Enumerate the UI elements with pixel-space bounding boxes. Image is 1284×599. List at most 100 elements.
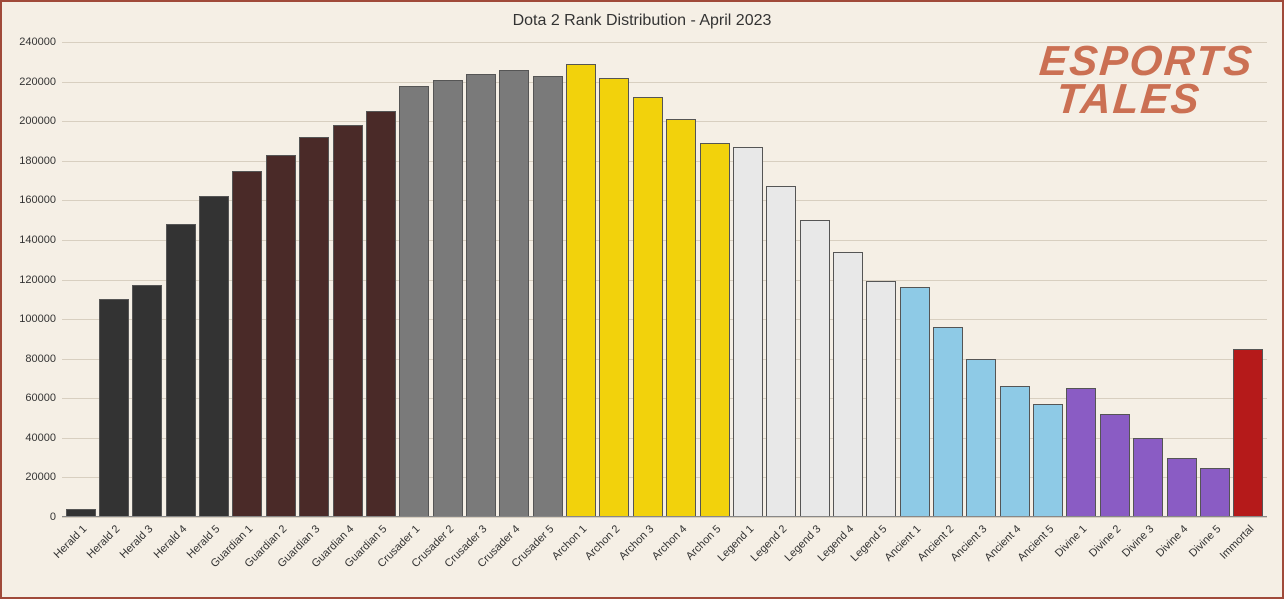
y-axis-label: 220000 xyxy=(19,76,56,88)
bar xyxy=(599,78,629,517)
bar xyxy=(1033,404,1063,517)
bar-slot: Herald 1 xyxy=(64,42,97,517)
bar xyxy=(866,281,896,517)
bar-slot: Ancient 5 xyxy=(1031,42,1064,517)
bar-slot: Crusader 5 xyxy=(531,42,564,517)
y-axis-label: 20000 xyxy=(25,471,56,483)
x-axis-label: Archon 3 xyxy=(617,523,657,563)
bar-slot: Immortal xyxy=(1232,42,1265,517)
x-axis-label: Archon 2 xyxy=(583,523,623,563)
bar xyxy=(499,70,529,517)
bar-slot: Divine 3 xyxy=(1132,42,1165,517)
bar xyxy=(266,155,296,517)
x-axis-label: Archon 1 xyxy=(550,523,590,563)
bar-slot: Ancient 4 xyxy=(998,42,1031,517)
bar xyxy=(766,186,796,517)
x-axis-label: Divine 3 xyxy=(1120,523,1157,560)
bar xyxy=(299,137,329,517)
bar xyxy=(966,359,996,517)
bar xyxy=(666,119,696,517)
bar-slot: Herald 2 xyxy=(97,42,130,517)
bar xyxy=(1167,458,1197,517)
y-axis-label: 160000 xyxy=(19,194,56,206)
bar xyxy=(1000,386,1030,517)
bar-slot: Archon 3 xyxy=(631,42,664,517)
bar xyxy=(99,299,129,517)
bar-slot: Herald 5 xyxy=(197,42,230,517)
y-axis-label: 140000 xyxy=(19,234,56,246)
bar-slot: Guardian 1 xyxy=(231,42,264,517)
x-axis-label: Herald 3 xyxy=(118,523,156,561)
bar xyxy=(1133,438,1163,517)
y-axis-label: 80000 xyxy=(25,353,56,365)
bar-slot: Archon 4 xyxy=(664,42,697,517)
bar-slot: Divine 4 xyxy=(1165,42,1198,517)
bar xyxy=(1066,388,1096,517)
bar-slot: Legend 5 xyxy=(865,42,898,517)
chart-container: Dota 2 Rank Distribution - April 2023 ES… xyxy=(0,0,1284,599)
x-axis-label: Herald 2 xyxy=(85,523,123,561)
bar-slot: Ancient 2 xyxy=(931,42,964,517)
bar-slot: Guardian 5 xyxy=(364,42,397,517)
bar-slot: Archon 2 xyxy=(598,42,631,517)
bar-slot: Guardian 2 xyxy=(264,42,297,517)
bar xyxy=(533,76,563,517)
bar xyxy=(466,74,496,517)
bar-slot: Crusader 3 xyxy=(464,42,497,517)
y-axis-label: 40000 xyxy=(25,432,56,444)
bar xyxy=(333,125,363,517)
y-axis-label: 240000 xyxy=(19,36,56,48)
x-axis-label: Archon 4 xyxy=(650,523,690,563)
bar-slot: Ancient 3 xyxy=(965,42,998,517)
gridline xyxy=(62,517,1267,518)
bar xyxy=(1233,349,1263,517)
bar xyxy=(132,285,162,517)
x-axis-label: Divine 4 xyxy=(1153,523,1190,560)
bar-slot: Divine 1 xyxy=(1065,42,1098,517)
bar xyxy=(1100,414,1130,517)
bar-slot: Crusader 1 xyxy=(398,42,431,517)
bar xyxy=(199,196,229,517)
bar xyxy=(933,327,963,517)
bar-slot: Legend 2 xyxy=(765,42,798,517)
x-axis-label: Immortal xyxy=(1218,523,1257,562)
bar xyxy=(900,287,930,517)
x-axis-label: Divine 2 xyxy=(1087,523,1124,560)
bar xyxy=(433,80,463,517)
bar-slot: Herald 3 xyxy=(131,42,164,517)
bar-slot: Crusader 4 xyxy=(498,42,531,517)
x-axis-baseline xyxy=(62,516,1267,517)
y-axis-label: 120000 xyxy=(19,274,56,286)
y-axis-label: 0 xyxy=(50,511,56,523)
bar-slot: Divine 2 xyxy=(1098,42,1131,517)
bar-slot: Crusader 2 xyxy=(431,42,464,517)
bar-slot: Archon 5 xyxy=(698,42,731,517)
bar xyxy=(399,86,429,517)
bar-slot: Herald 4 xyxy=(164,42,197,517)
x-axis-label: Divine 1 xyxy=(1053,523,1090,560)
bar xyxy=(366,111,396,517)
bar-slot: Legend 1 xyxy=(731,42,764,517)
bar-slot: Legend 3 xyxy=(798,42,831,517)
bar-slot: Guardian 4 xyxy=(331,42,364,517)
bar-slot: Legend 4 xyxy=(831,42,864,517)
bar-slot: Archon 1 xyxy=(564,42,597,517)
bars-group: Herald 1Herald 2Herald 3Herald 4Herald 5… xyxy=(62,42,1267,517)
bar xyxy=(566,64,596,517)
x-axis-label: Herald 4 xyxy=(151,523,189,561)
y-axis-label: 60000 xyxy=(25,392,56,404)
bar xyxy=(800,220,830,517)
chart-title: Dota 2 Rank Distribution - April 2023 xyxy=(2,12,1282,30)
bar xyxy=(232,171,262,517)
bar-slot: Guardian 3 xyxy=(298,42,331,517)
bar xyxy=(833,252,863,517)
bar xyxy=(733,147,763,517)
bar xyxy=(633,97,663,517)
y-axis-label: 180000 xyxy=(19,155,56,167)
bar xyxy=(700,143,730,517)
x-axis-label: Herald 1 xyxy=(51,523,89,561)
bar-slot: Ancient 1 xyxy=(898,42,931,517)
y-axis-label: 200000 xyxy=(19,115,56,127)
y-axis-label: 100000 xyxy=(19,313,56,325)
bar-slot: Divine 5 xyxy=(1198,42,1231,517)
